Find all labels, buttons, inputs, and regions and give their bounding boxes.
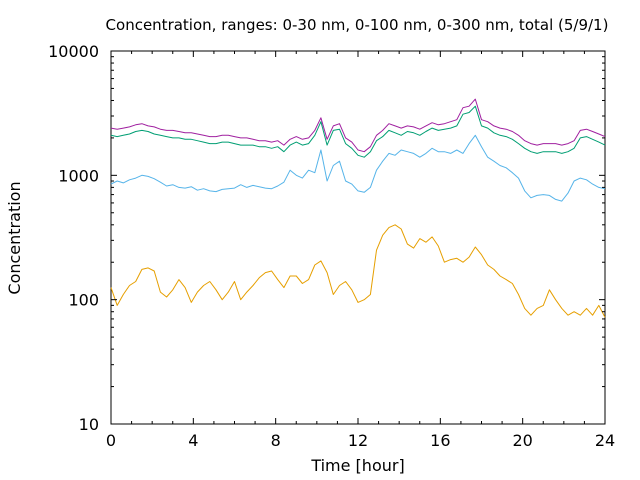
series-line-3: [110, 105, 606, 158]
x-tick-label: 20: [512, 431, 532, 450]
x-tick-label: 12: [348, 431, 368, 450]
y-tick-label: 10: [79, 415, 99, 434]
x-tick-label: 24: [595, 431, 615, 450]
y-tick-label: 10000: [48, 42, 99, 61]
y-axis-label: Concentration: [5, 181, 24, 294]
x-tick-label: 8: [271, 431, 281, 450]
chart-title: Concentration, ranges: 0-30 nm, 0-100 nm…: [106, 16, 609, 34]
x-tick-label: 16: [430, 431, 450, 450]
series-line-4: [110, 98, 606, 153]
x-axis-label: Time [hour]: [310, 456, 404, 475]
x-tick-label: 4: [188, 431, 198, 450]
plot-frame: [110, 50, 606, 425]
series-layer: [110, 98, 606, 318]
y-tick-label: 100: [68, 291, 99, 310]
y-tick-label: 1000: [58, 166, 99, 185]
series-line-2: [110, 134, 606, 202]
tick-layer: 0 4 8 12 16 20 24 10 100 1000 10000: [48, 42, 615, 450]
x-tick-label: 0: [106, 431, 116, 450]
series-line-1: [110, 224, 606, 318]
